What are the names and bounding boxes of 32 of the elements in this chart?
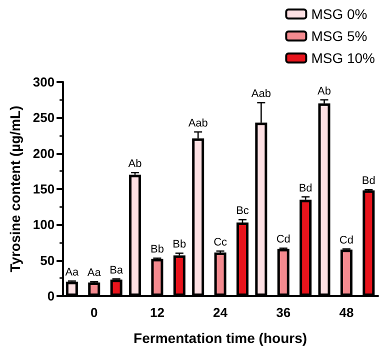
- data-label: Ba: [110, 264, 124, 276]
- legend-label: MSG 5%: [311, 28, 368, 44]
- data-label: Cc: [214, 236, 228, 249]
- data-label: Bd: [362, 175, 376, 188]
- data-label: Aa: [87, 267, 102, 280]
- legend-label: MSG 0%: [311, 6, 368, 22]
- data-label: Aab: [188, 117, 208, 130]
- y-tick-label: 300: [32, 74, 55, 90]
- y-tick-label: 250: [32, 110, 55, 126]
- y-tick-label: 150: [32, 182, 55, 196]
- data-label: Cd: [339, 234, 354, 246]
- data-label: Bc: [236, 205, 250, 218]
- x-tick-label: 48: [339, 305, 354, 320]
- data-label: Aa: [65, 266, 80, 279]
- data-label: Bb: [172, 238, 186, 251]
- data-label: Cd: [276, 234, 290, 246]
- x-tick-label: 12: [150, 305, 164, 320]
- y-tick-label: 100: [32, 217, 55, 232]
- y-tick-label: 0: [47, 288, 55, 304]
- y-tick-label: 50: [40, 252, 55, 268]
- x-tick-label: 0: [90, 305, 98, 320]
- x-tick-label: 36: [276, 305, 291, 320]
- data-label: Ab: [128, 158, 142, 170]
- x-tick-label: 24: [213, 305, 228, 320]
- y-tick-label: 200: [32, 146, 55, 161]
- data-label: Bd: [298, 182, 312, 194]
- data-label: Bb: [150, 244, 164, 256]
- data-label: Ab: [318, 85, 331, 98]
- y-axis-title: Tyrosine content (µg/mL): [7, 106, 23, 272]
- x-axis-title: Fermentation time (hours): [134, 330, 308, 346]
- legend-label: MSG 10%: [311, 50, 376, 66]
- data-label: Aab: [251, 88, 271, 100]
